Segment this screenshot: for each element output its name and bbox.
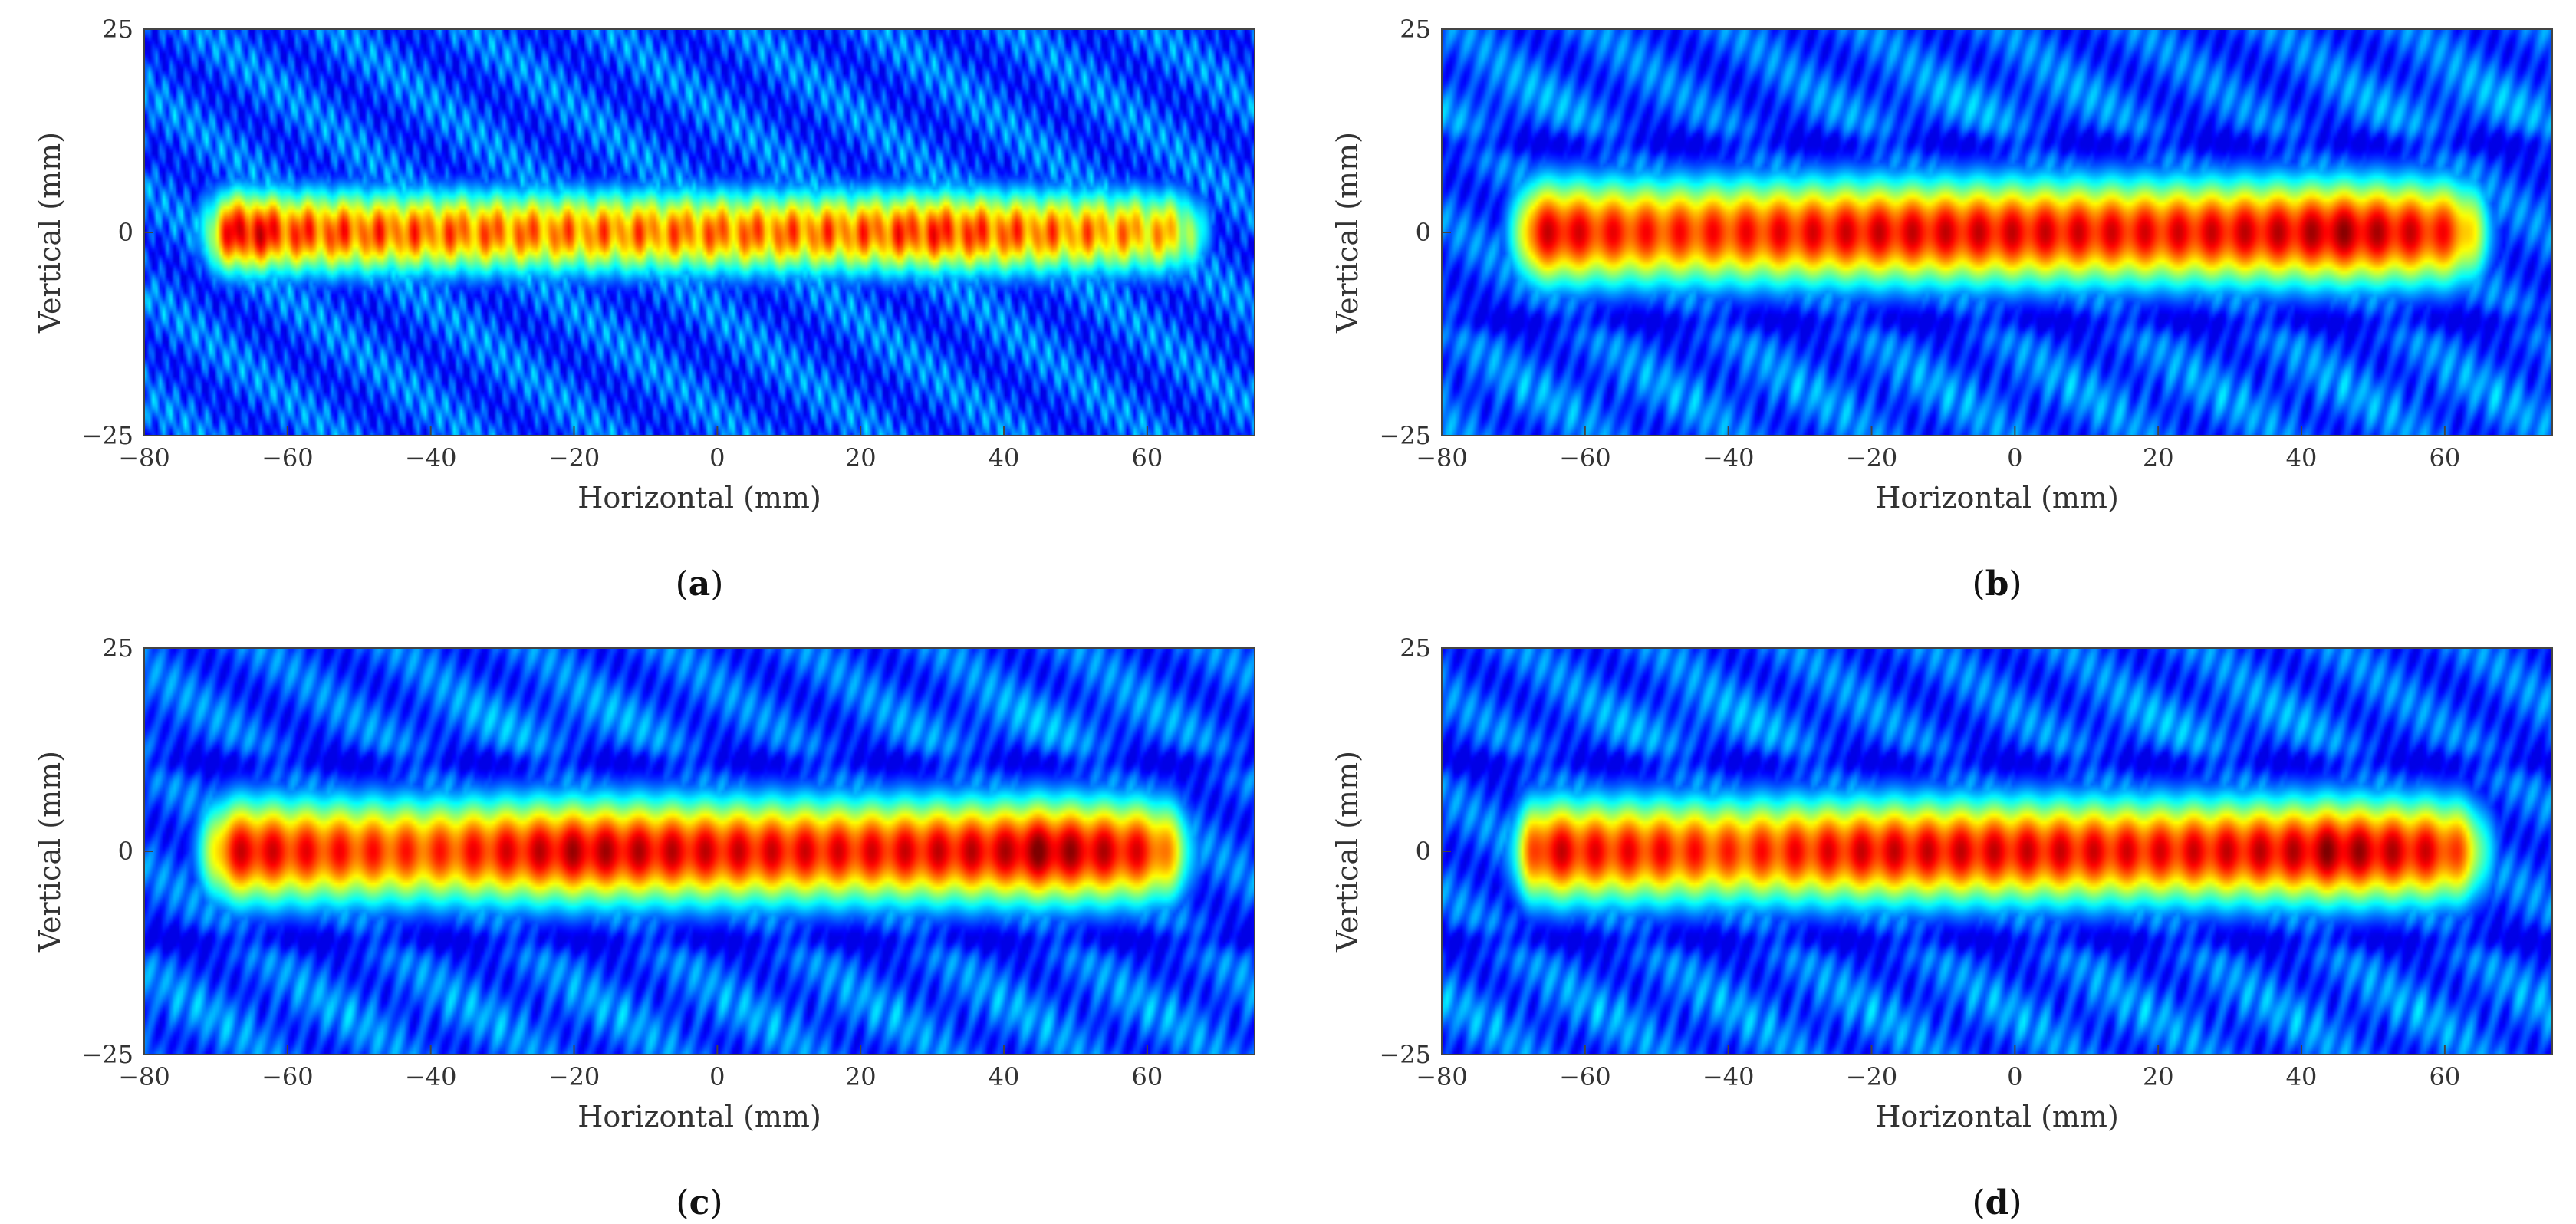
panel-c: −80 −60 −40 −20 0 20 40 60 −25 0 25 Horizontal (mm)… [33,633,1255,1222]
y-tick-label: 0 [118,218,133,247]
x-tick-label: 60 [2430,443,2461,472]
x-tick-label: −80 [1416,1062,1468,1091]
y-axis-label: Vertical (mm) [1331,751,1364,953]
y-tick-label: 25 [1400,15,1431,44]
x-tick-label: 60 [2430,1062,2461,1091]
x-tick-label: 20 [845,1062,877,1091]
panel-caption: (c) [676,1183,722,1222]
panel-caption-letter: d [1985,1183,2009,1222]
panel-caption-letter: c [689,1183,710,1222]
panel-caption-letter: a [689,564,711,604]
y-tick-label: 0 [1416,837,1431,866]
x-tick-label: −20 [1846,1062,1898,1091]
x-tick-label: −60 [1559,443,1611,472]
x-tick-label: −20 [548,1062,600,1091]
y-tick-label: −25 [81,1040,133,1069]
panel-b: −80 −60 −40 −20 0 20 40 60 −25 0 25 Horizontal (mm)… [1331,15,2553,604]
x-tick-label: 40 [989,443,1020,472]
x-tick-label: −40 [1703,1062,1755,1091]
heatmap-image [144,648,1255,1055]
panel-caption: (d) [1972,1183,2022,1222]
x-tick-label: 40 [2286,1062,2318,1091]
y-axis-label: Vertical (mm) [33,751,67,953]
x-tick-label: −40 [405,443,457,472]
x-tick-label: −20 [1846,443,1898,472]
panel-caption: (a) [676,564,724,604]
x-tick-label: −60 [1559,1062,1611,1091]
x-tick-label: 20 [845,443,877,472]
x-tick-label: 0 [709,1062,725,1091]
x-axis-label: Horizontal (mm) [577,1100,821,1134]
x-tick-label: 40 [2286,443,2318,472]
y-tick-label: −25 [1379,1040,1431,1069]
x-tick-label: 40 [989,1062,1020,1091]
heatmap-image [144,29,1255,436]
y-tick-label: 25 [102,15,133,44]
x-tick-label: −80 [1416,443,1468,472]
x-tick-label: −60 [262,1062,314,1091]
x-axis-label: Horizontal (mm) [577,481,821,515]
x-tick-label: 20 [2143,443,2174,472]
panel-a: −80 −60 −40 −20 0 20 40 60 −25 0 25 Horizontal (mm)… [33,15,1255,604]
y-tick-label: 25 [102,633,133,663]
x-tick-label: −80 [118,1062,170,1091]
x-tick-label: 60 [1132,1062,1163,1091]
x-tick-label: −20 [548,443,600,472]
x-tick-label: 0 [709,443,725,472]
x-tick-label: 20 [2143,1062,2174,1091]
x-tick-label: 0 [2007,1062,2022,1091]
x-tick-label: −40 [405,1062,457,1091]
y-axis-label: Vertical (mm) [33,132,67,334]
y-axis-label: Vertical (mm) [1331,132,1364,334]
panel-caption-letter: b [1985,564,2009,604]
x-tick-label: −80 [118,443,170,472]
y-tick-label: 0 [118,837,133,866]
x-tick-label: −40 [1703,443,1755,472]
x-axis-label: Horizontal (mm) [1875,1100,2119,1134]
y-tick-label: 25 [1400,633,1431,663]
x-axis-label: Horizontal (mm) [1875,481,2119,515]
heatmap-image [1442,648,2552,1055]
y-tick-label: −25 [81,421,133,450]
panel-d: −80 −60 −40 −20 0 20 40 60 −25 0 25 Horizontal (mm)… [1331,633,2553,1222]
panel-caption: (b) [1972,564,2022,604]
x-tick-label: 0 [2007,443,2022,472]
x-tick-label: 60 [1132,443,1163,472]
x-tick-label: −60 [262,443,314,472]
y-tick-label: −25 [1379,421,1431,450]
heatmap-image [1442,29,2552,436]
y-tick-label: 0 [1416,218,1431,247]
